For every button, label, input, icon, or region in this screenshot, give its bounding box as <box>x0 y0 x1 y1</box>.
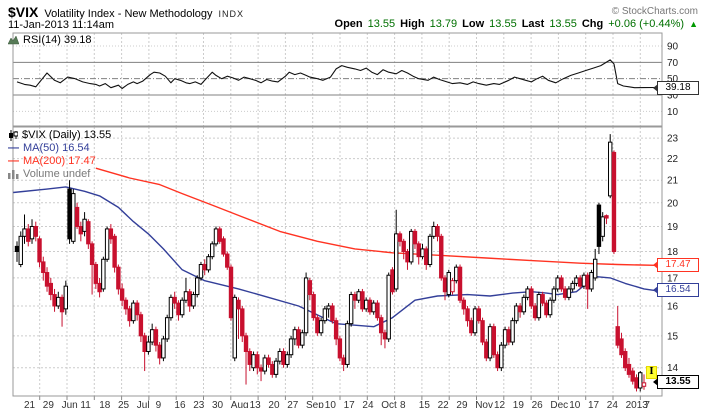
low-value: 13.55 <box>489 18 517 30</box>
svg-text:23: 23 <box>193 400 205 408</box>
svg-text:29: 29 <box>43 400 55 408</box>
ma200-legend-label: MA(200) 17.47 <box>23 155 96 167</box>
callout-notch <box>653 378 658 386</box>
volume-legend: Volume undef <box>8 168 90 180</box>
svg-text:29: 29 <box>456 400 468 408</box>
svg-text:30: 30 <box>667 91 679 102</box>
svg-text:19: 19 <box>513 400 525 408</box>
svg-text:17: 17 <box>588 400 600 408</box>
svg-text:22: 22 <box>438 400 450 408</box>
ma200-line-icon: — <box>8 155 19 167</box>
svg-text:7: 7 <box>644 400 650 408</box>
svg-text:26: 26 <box>532 400 544 408</box>
svg-text:24: 24 <box>362 400 374 408</box>
high-value: 13.79 <box>429 18 458 30</box>
svg-text:16: 16 <box>667 301 679 312</box>
ma50-line-icon: — <box>8 142 19 154</box>
last-price-callout: 13.55 <box>653 375 699 389</box>
svg-text:15: 15 <box>667 331 679 342</box>
svg-text:10: 10 <box>667 107 679 118</box>
svg-text:18: 18 <box>99 400 111 408</box>
ma50-value-callout: 16.54 <box>653 283 699 297</box>
volume-bars-icon <box>8 169 19 179</box>
ma200-legend: — MA(200) 17.47 <box>8 155 96 167</box>
svg-text:10: 10 <box>325 400 337 408</box>
svg-text:20: 20 <box>667 198 679 209</box>
low-label: Low <box>462 18 485 30</box>
svg-text:10: 10 <box>569 400 581 408</box>
svg-text:11: 11 <box>80 400 91 408</box>
svg-text:8: 8 <box>400 400 406 408</box>
ma50-legend: — MA(50) 16.54 <box>8 142 90 154</box>
svg-text:Sep: Sep <box>306 400 324 408</box>
change-value: +0.06 (+0.44%) <box>608 18 685 30</box>
open-label: Open <box>334 18 363 30</box>
volume-legend-label: Volume undef <box>23 168 91 180</box>
svg-text:21: 21 <box>667 176 679 187</box>
svg-text:16: 16 <box>174 400 186 408</box>
rsi-value-callout: 39.18 <box>653 81 699 95</box>
svg-text:14: 14 <box>667 363 679 374</box>
callout-notch <box>653 261 658 269</box>
svg-text:13: 13 <box>250 400 262 408</box>
open-value: 13.55 <box>367 18 396 30</box>
svg-text:90: 90 <box>667 42 679 53</box>
change-label: Chg <box>581 18 604 30</box>
svg-text:Oct: Oct <box>381 400 397 408</box>
svg-text:24: 24 <box>607 400 619 408</box>
symbol-label: $VIX <box>8 4 39 20</box>
svg-text:30: 30 <box>212 400 224 408</box>
price-legend: $VIX (Daily) 13.55 <box>8 129 111 141</box>
svg-text:17: 17 <box>344 400 356 408</box>
rsi-legend: RSI(14) 39.18 <box>8 34 91 46</box>
svg-text:22: 22 <box>667 154 679 165</box>
svg-text:20: 20 <box>268 400 280 408</box>
rsi-area-icon <box>8 35 19 45</box>
svg-text:15: 15 <box>419 400 431 408</box>
svg-text:18: 18 <box>667 247 679 258</box>
svg-text:2013: 2013 <box>626 400 649 408</box>
datetime-label: 11-Jan-2013 11:14am <box>8 19 114 31</box>
svg-text:27: 27 <box>287 400 299 408</box>
svg-text:19: 19 <box>667 222 679 233</box>
candlestick-icon <box>9 129 18 141</box>
callout-notch <box>653 84 658 92</box>
price-legend-label: $VIX (Daily) 13.55 <box>22 129 112 141</box>
last-value: 13.55 <box>549 18 577 30</box>
svg-text:17: 17 <box>667 273 679 284</box>
svg-text:9: 9 <box>156 400 162 408</box>
ma200-value-callout: 17.47 <box>653 258 699 272</box>
svg-text:25: 25 <box>118 400 130 408</box>
ma50-legend-label: MA(50) 16.54 <box>23 142 90 154</box>
svg-text:Aug: Aug <box>231 400 249 408</box>
svg-text:Jul: Jul <box>137 400 150 408</box>
up-arrow-icon: ▲ <box>689 19 698 29</box>
exchange-label: INDX <box>218 9 245 19</box>
last-candle-highlight: I <box>646 366 657 379</box>
svg-text:Jun: Jun <box>62 400 78 408</box>
svg-text:Nov: Nov <box>475 400 493 408</box>
rsi-legend-label: RSI(14) 39.18 <box>23 34 92 46</box>
svg-text:23: 23 <box>667 134 679 145</box>
svg-text:21: 21 <box>24 400 36 408</box>
quote-summary: Open 13.55 High 13.79 Low 13.55 Last 13.… <box>335 18 698 30</box>
high-label: High <box>400 18 425 30</box>
last-label: Last <box>521 18 545 30</box>
svg-text:50: 50 <box>667 74 679 85</box>
callout-notch <box>653 286 658 294</box>
svg-text:12: 12 <box>494 400 506 408</box>
svg-text:Dec: Dec <box>550 400 568 408</box>
copyright-label: © StockCharts.com <box>611 6 698 17</box>
svg-text:70: 70 <box>667 58 679 69</box>
symbol-title: Volatility Index - New Methodology <box>44 8 213 20</box>
